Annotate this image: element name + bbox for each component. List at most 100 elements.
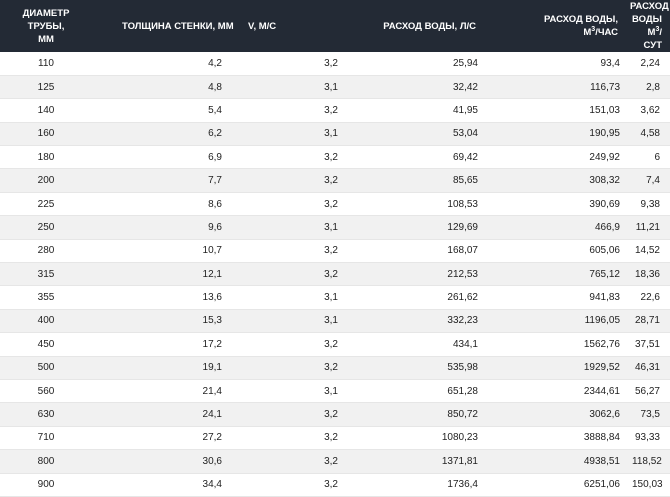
cell-velocity: 3,2 (324, 57, 338, 69)
cell-flow-m3day: 2,8 (646, 81, 660, 93)
table-row: 125 4,8 3,1 32,42 116,73 2,8 (0, 75, 670, 99)
table-row: 450 17,2 3,2 434,1 1562,76 37,51 (0, 332, 670, 357)
cell-flow-m3day: 6 (654, 151, 660, 163)
cell-flow-m3h: 3888,84 (583, 432, 620, 444)
cell-flow-m3h: 1929,52 (583, 362, 620, 374)
cell-flow-m3h: 605,06 (589, 245, 620, 257)
table-row: 180 6,9 3,2 69,42 249,92 6 (0, 145, 670, 169)
cell-wall-thickness: 21,4 (202, 385, 222, 397)
cell-flow-ls: 41,95 (452, 104, 478, 116)
cell-pipe-diameter: 140 (37, 104, 55, 116)
cell-flow-m3day: 73,5 (640, 409, 660, 421)
cell-flow-m3day: 46,31 (634, 362, 660, 374)
cell-flow-m3h: 765,12 (589, 268, 620, 280)
cell-velocity: 3,2 (324, 268, 338, 280)
cell-wall-thickness: 17,2 (202, 338, 222, 350)
cell-wall-thickness: 12,1 (202, 268, 222, 280)
table-header-row: Диаметр трубы, мм Толщина стенки, мм V, м… (0, 0, 670, 52)
cell-velocity: 3,2 (324, 151, 338, 163)
cell-velocity: 3,1 (324, 385, 338, 397)
cell-velocity: 3,2 (324, 104, 338, 116)
cell-flow-ls: 434,1 (452, 338, 478, 350)
cell-flow-m3day: 7,4 (646, 175, 660, 187)
table-row: 630 24,1 3,2 850,72 3062,6 73,5 (0, 402, 670, 427)
cell-wall-thickness: 4,2 (208, 57, 222, 69)
table-row: 710 27,2 3,2 1080,23 3888,84 93,33 (0, 426, 670, 450)
cell-flow-ls: 1371,81 (441, 455, 478, 467)
cell-wall-thickness: 6,9 (208, 151, 222, 163)
cell-pipe-diameter: 125 (37, 81, 55, 93)
cell-wall-thickness: 5,4 (208, 104, 222, 116)
cell-pipe-diameter: 355 (37, 292, 55, 304)
table-row: 800 30,6 3,2 1371,81 4938,51 118,52 (0, 449, 670, 474)
cell-wall-thickness: 19,1 (202, 362, 222, 374)
cell-velocity: 3,1 (324, 292, 338, 304)
cell-flow-m3day: 18,36 (634, 268, 660, 280)
cell-velocity: 3,1 (324, 315, 338, 327)
cell-flow-ls: 651,28 (447, 385, 478, 397)
cell-flow-m3h: 190,95 (589, 128, 620, 140)
cell-flow-ls: 53,04 (452, 128, 478, 140)
cell-pipe-diameter: 200 (37, 175, 55, 187)
header-flow-m3day: Расход воды м3/сут (630, 1, 669, 51)
cell-flow-ls: 168,07 (447, 245, 478, 257)
cell-flow-ls: 108,53 (447, 198, 478, 210)
cell-wall-thickness: 24,1 (202, 409, 222, 421)
cell-flow-m3h: 116,73 (590, 81, 620, 93)
cell-flow-m3day: 150,03 (632, 479, 663, 491)
cell-flow-m3h: 1196,05 (584, 315, 620, 327)
table-row: 110 4,2 3,2 25,94 93,4 2,24 (0, 52, 670, 76)
cell-flow-m3day: 56,27 (634, 385, 660, 397)
cell-flow-m3day: 11,21 (635, 221, 660, 233)
cell-flow-m3h: 466,9 (594, 221, 620, 233)
table-row: 560 21,4 3,1 651,28 2344,61 56,27 (0, 379, 670, 403)
cell-flow-m3day: 9,38 (640, 198, 660, 210)
cell-flow-ls: 32,42 (452, 81, 478, 93)
cell-pipe-diameter: 280 (37, 245, 55, 257)
table-row: 250 9,6 3,1 129,69 466,9 11,21 (0, 215, 670, 240)
cell-wall-thickness: 9,6 (208, 221, 222, 233)
cell-flow-ls: 1736,4 (447, 479, 478, 491)
cell-flow-ls: 85,65 (452, 175, 478, 187)
cell-flow-m3h: 93,4 (600, 57, 620, 69)
cell-pipe-diameter: 560 (37, 385, 55, 397)
cell-flow-m3h: 6251,06 (583, 479, 620, 491)
cell-flow-ls: 535,98 (447, 362, 478, 374)
cell-velocity: 3,2 (324, 432, 338, 444)
cell-flow-m3h: 3062,6 (589, 409, 620, 421)
cell-flow-ls: 212,53 (447, 268, 478, 280)
header-flow-m3h: Расход воды, м3/час (544, 14, 618, 38)
cell-pipe-diameter: 800 (37, 455, 55, 467)
cell-flow-m3h: 941,83 (589, 292, 620, 304)
cell-pipe-diameter: 225 (37, 198, 55, 210)
cell-wall-thickness: 15,3 (202, 315, 222, 327)
cell-flow-m3day: 14,52 (634, 245, 660, 257)
table-row: 315 12,1 3,2 212,53 765,12 18,36 (0, 262, 670, 286)
table-row: 225 8,6 3,2 108,53 390,69 9,38 (0, 192, 670, 216)
cell-flow-m3day: 2,24 (640, 57, 660, 69)
header-pipe-diameter: Диаметр трубы, мм (22, 7, 70, 45)
cell-velocity: 3,2 (324, 362, 338, 374)
cell-velocity: 3,2 (324, 198, 338, 210)
cell-flow-m3day: 37,51 (634, 338, 660, 350)
cell-velocity: 3,1 (324, 81, 338, 93)
table-row: 280 10,7 3,2 168,07 605,06 14,52 (0, 239, 670, 263)
cell-wall-thickness: 34,4 (202, 479, 222, 491)
table-row: 900 34,4 3,2 1736,4 6251,06 150,03 (0, 473, 670, 497)
cell-flow-m3day: 118,52 (632, 455, 662, 467)
cell-flow-m3h: 2344,61 (583, 385, 620, 397)
table-row: 200 7,7 3,2 85,65 308,32 7,4 (0, 168, 670, 193)
table-row: 140 5,4 3,2 41,95 151,03 3,62 (0, 98, 670, 123)
cell-pipe-diameter: 315 (37, 268, 55, 280)
cell-flow-ls: 129,69 (447, 221, 478, 233)
cell-wall-thickness: 8,6 (208, 198, 222, 210)
cell-pipe-diameter: 630 (37, 409, 55, 421)
cell-wall-thickness: 7,7 (208, 175, 222, 187)
table-row: 160 6,2 3,1 53,04 190,95 4,58 (0, 122, 670, 146)
cell-flow-ls: 25,94 (452, 57, 478, 69)
cell-flow-m3h: 390,69 (589, 198, 620, 210)
cell-flow-m3day: 22,6 (640, 292, 660, 304)
cell-velocity: 3,2 (324, 409, 338, 421)
cell-flow-ls: 332,23 (447, 315, 478, 327)
